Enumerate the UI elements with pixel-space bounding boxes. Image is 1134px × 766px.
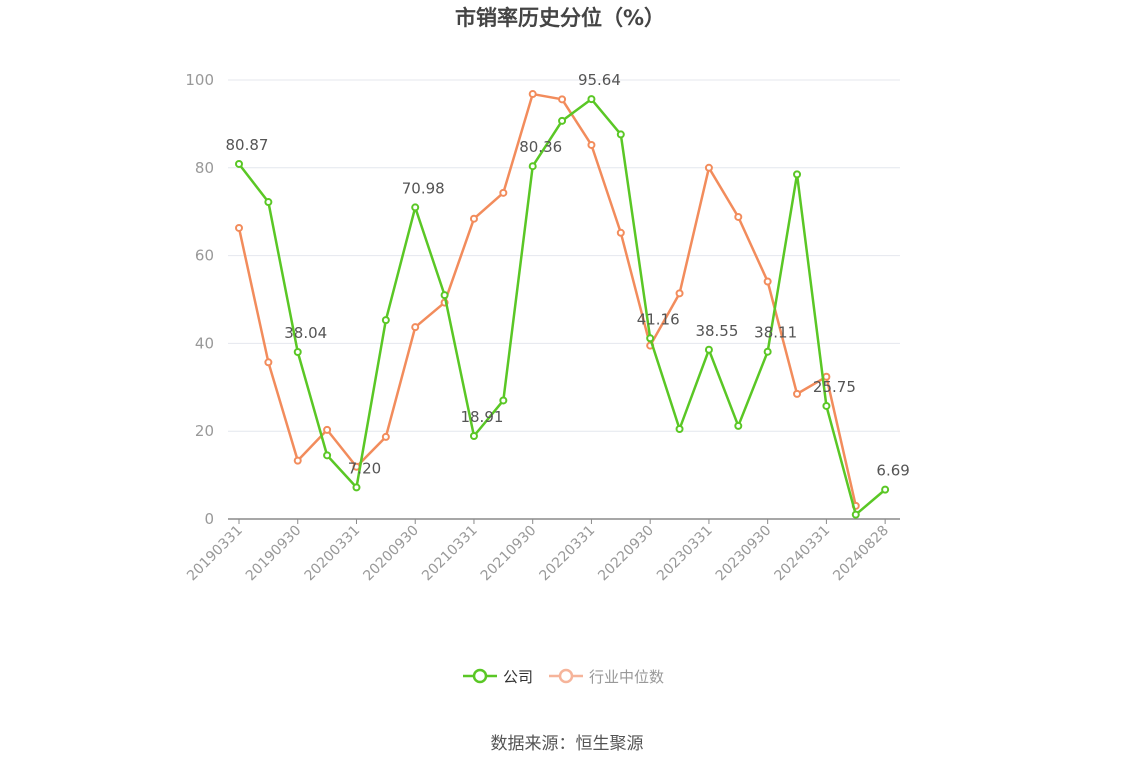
y-tick-label: 0	[204, 510, 214, 528]
data-label: 70.98	[402, 179, 445, 197]
data-point	[235, 223, 243, 232]
y-tick-label: 100	[185, 71, 214, 89]
data-point	[293, 456, 302, 465]
data-point	[293, 348, 302, 357]
data-point	[323, 425, 332, 434]
data-point	[763, 277, 772, 286]
data-point	[822, 401, 831, 410]
data-point	[763, 347, 772, 356]
data-label: 80.87	[226, 136, 269, 154]
data-label: 6.69	[876, 462, 909, 480]
data-point	[616, 228, 625, 237]
data-point	[558, 116, 567, 125]
data-label: 38.04	[284, 324, 327, 342]
y-tick-label: 40	[195, 334, 214, 352]
legend: 公司 行业中位数	[0, 664, 1134, 688]
data-point	[499, 188, 508, 197]
data-label: 80.36	[519, 138, 562, 156]
data-point	[558, 95, 567, 104]
x-tick-label: 20230930	[713, 523, 775, 585]
legend-line-circle-icon	[549, 668, 583, 684]
data-label-layer: 80.87 38.04 7.20 70.98 18.91 80.36 95.64 41.16 3…	[226, 71, 910, 479]
data-label: 38.11	[754, 324, 797, 342]
series-layer	[235, 90, 890, 519]
data-point	[675, 425, 684, 434]
data-point	[793, 389, 802, 398]
legend-line-circle-icon	[463, 668, 497, 684]
legend-label: 行业中位数	[589, 667, 665, 686]
data-point	[704, 345, 713, 354]
data-point	[734, 421, 743, 430]
data-point	[264, 358, 273, 367]
series-line	[237, 92, 857, 507]
legend-item[interactable]: 公司	[463, 664, 533, 688]
legend-item[interactable]: 行业中位数	[549, 664, 664, 688]
data-point	[704, 163, 713, 172]
data-point	[734, 212, 743, 221]
data-label: 7.20	[348, 459, 381, 477]
line-chart: 0 20 40 60 80 100 2019033120190930202003312020…	[184, 71, 910, 585]
data-point	[469, 431, 478, 440]
x-tick-label: 20200930	[360, 523, 422, 585]
data-point	[675, 289, 684, 298]
x-tick-label: 20190331	[184, 523, 246, 585]
data-point	[381, 316, 390, 325]
data-point	[499, 396, 508, 405]
chart-title: 市销率历史分位（%）	[454, 6, 666, 30]
data-point	[881, 485, 890, 494]
data-point	[469, 214, 478, 223]
data-point	[352, 483, 361, 492]
data-point	[528, 162, 537, 171]
data-source: 数据来源：恒生聚源	[490, 734, 644, 754]
data-point	[411, 203, 420, 212]
data-point	[381, 432, 390, 441]
data-label: 18.91	[460, 408, 503, 426]
series-company	[235, 95, 890, 519]
data-point	[587, 140, 596, 149]
y-tick-label: 80	[195, 159, 214, 177]
data-label: 25.75	[813, 378, 856, 396]
grid-layer	[228, 79, 900, 432]
x-tick-label: 20230331	[654, 523, 716, 585]
data-label: 41.16	[637, 310, 680, 328]
x-tick-label: 20220331	[537, 523, 599, 585]
data-point	[411, 323, 420, 332]
data-point	[587, 95, 596, 104]
data-point	[235, 159, 243, 168]
data-point	[646, 334, 655, 343]
data-label: 38.55	[695, 322, 738, 340]
data-point	[851, 510, 860, 519]
legend-label: 公司	[503, 667, 534, 686]
y-tick-label: 60	[195, 247, 214, 265]
data-point	[264, 198, 273, 207]
x-tick-label: 20220930	[595, 523, 657, 585]
x-tick-label: 20200331	[302, 523, 364, 585]
x-tick-label: 20240331	[772, 523, 834, 585]
data-label: 95.64	[578, 71, 621, 89]
x-tick-label: 20210930	[478, 523, 540, 585]
data-point	[323, 451, 332, 460]
x-tick-label: 20210331	[419, 523, 481, 585]
data-point	[793, 170, 802, 179]
series-line	[238, 97, 886, 516]
data-point	[440, 291, 449, 300]
series-industry	[235, 90, 860, 510]
data-point	[616, 130, 625, 139]
y-tick-label: 20	[195, 422, 214, 440]
x-tick-label: 20240828	[830, 523, 892, 585]
data-point	[528, 90, 537, 99]
x-tick-label: 20190930	[243, 523, 305, 585]
